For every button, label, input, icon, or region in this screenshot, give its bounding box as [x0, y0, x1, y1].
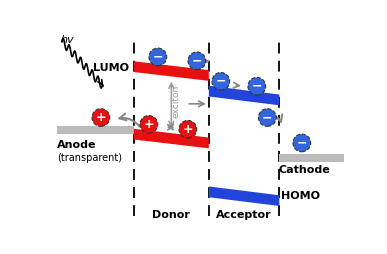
Text: Anode: Anode — [57, 140, 97, 150]
Ellipse shape — [188, 52, 206, 70]
Text: −: − — [152, 50, 163, 64]
Text: −: − — [192, 54, 202, 67]
Text: −: − — [296, 136, 307, 149]
Text: HOMO: HOMO — [281, 191, 320, 201]
Text: Cathode: Cathode — [279, 165, 330, 176]
Ellipse shape — [212, 73, 230, 90]
Ellipse shape — [92, 109, 110, 126]
Text: (transparent): (transparent) — [57, 153, 122, 163]
Text: Donor: Donor — [152, 210, 190, 220]
Text: −: − — [252, 80, 262, 93]
Text: +: + — [144, 118, 154, 131]
Text: exciton: exciton — [171, 85, 180, 119]
Text: LUMO: LUMO — [93, 63, 129, 73]
Text: hv: hv — [60, 35, 74, 45]
Text: +: + — [183, 123, 193, 136]
Polygon shape — [134, 61, 209, 81]
Polygon shape — [57, 126, 134, 134]
Ellipse shape — [293, 134, 311, 152]
Ellipse shape — [149, 48, 167, 66]
Ellipse shape — [179, 120, 197, 138]
Polygon shape — [279, 154, 344, 162]
Ellipse shape — [248, 77, 266, 95]
Polygon shape — [209, 186, 279, 206]
Text: −: − — [216, 75, 226, 88]
Ellipse shape — [259, 109, 276, 126]
Text: +: + — [96, 111, 106, 124]
Polygon shape — [209, 86, 279, 105]
Polygon shape — [134, 129, 209, 148]
Ellipse shape — [140, 116, 158, 133]
Text: Acceptor: Acceptor — [216, 210, 271, 220]
Text: −: − — [262, 111, 272, 124]
